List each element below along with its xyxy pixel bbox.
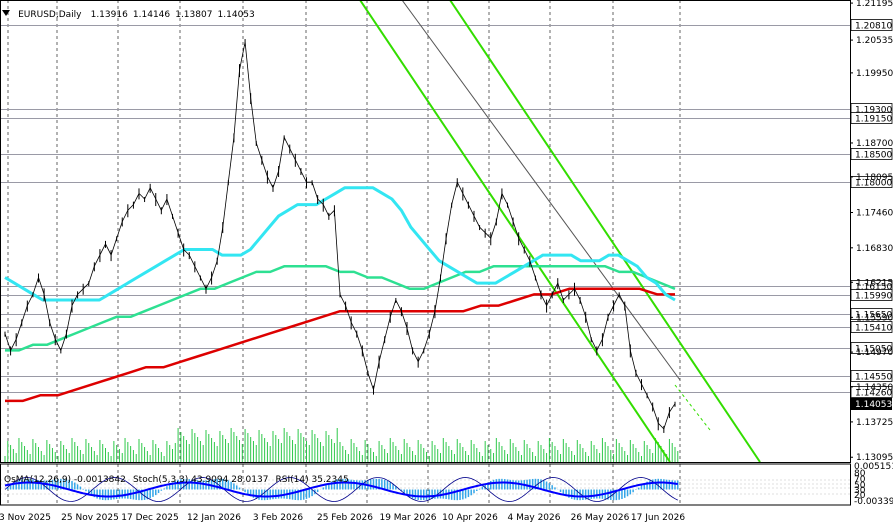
sub-y-label: 70 [854,475,866,485]
osma-label: OsMA(12,26,9) -0.0013842 [4,475,126,485]
y-tick-label: 1.13095 [856,453,893,463]
y-tick-label: 1.18700 [856,139,893,149]
y-tick-label: 1.21195 [856,0,893,9]
price-line [4,42,676,430]
header-arrow-icon [2,9,10,16]
moving-averages [4,186,676,403]
level-label: 1.15050 [855,345,892,355]
sub-y-label: 0.005151 [854,462,893,472]
level-label: 1.15410 [855,324,892,334]
level-label: 1.18000 [855,179,892,189]
level-label: 1.19300 [855,106,892,116]
y-tick-label: 1.20535 [856,36,893,46]
symbol-header: EURUSD,Daily [18,10,82,20]
level-label: 1.19150 [855,115,892,125]
current-price-box [851,398,892,410]
x-tick-label: 17 Dec 2025 [121,513,179,523]
ohlc-open: 1.13916 [90,10,128,20]
level-label: 1.14550 [855,373,892,383]
ma-green [5,265,676,352]
level-label: 1.15990 [855,292,892,302]
price-channel [359,0,761,463]
chart-header: EURUSD,Daily 1.13916 1.14146 1.13807 1.1… [2,2,255,21]
ohlc-high: 1.14146 [132,10,171,20]
sub-y-label: 80 [854,469,866,479]
x-tick-label: 10 Apr 2026 [442,513,498,523]
sub-y-label: 30 [854,486,866,496]
trend-line [401,0,681,381]
x-tick-label: 25 Feb 2026 [317,513,373,523]
level-label: 1.20810 [855,22,892,32]
y-tick-label: 1.18095 [856,173,893,183]
x-tick-label: 25 Nov 2025 [61,513,119,523]
x-tick-label: 3 Feb 2026 [253,513,304,523]
y-tick-label: 1.19950 [856,69,893,79]
stoch-label: Stoch(5,3,3) 43.9094 28.0137 [132,475,269,485]
stoch-line [4,477,678,502]
sub-y-label: 20 [854,491,866,501]
rsi-line [4,481,678,498]
channel-lower [359,0,671,463]
volume-bars [4,428,679,462]
sub-y-label: -0.00339 [854,497,893,507]
x-tick-label: 3 Nov 2025 [0,513,51,523]
sub-frame [0,463,851,506]
ohlc-close: 1.14053 [217,10,255,20]
y-tick-label: 1.17460 [856,208,893,218]
y-tick-label: 1.13725 [856,418,893,428]
y-tick-label: 1.14970 [856,348,893,358]
y-tick-label: 1.16215 [856,278,893,288]
trend-projection [674,384,711,431]
channel-upper [449,0,761,463]
level-label: 1.18500 [855,151,892,161]
indicator-header: OsMA(12,26,9) -0.0013842 Stoch(5,3,3) 43… [4,467,349,486]
y-tick-label: 1.15590 [856,313,893,323]
y-tick-label: 1.16830 [856,244,893,254]
ma-red [5,287,675,403]
main-frame [0,0,851,463]
level-label: 1.15650 [855,311,892,321]
level-label: 1.14260 [855,389,892,399]
level-label: 1.16150 [855,283,892,293]
grid [7,0,681,505]
rsi-label: RSI(14) 35.2345 [275,475,349,485]
x-tick-label: 17 Jun 2026 [631,513,685,523]
sub-y-label: 50 [854,481,866,491]
y-tick-label: 1.14350 [856,383,893,393]
x-tick-label: 26 May 2026 [571,513,630,523]
ma-cyan [4,186,676,302]
x-tick-label: 12 Jan 2026 [187,513,241,523]
current-price-label: 1.14053 [855,400,892,410]
x-tick-label: 4 May 2026 [508,513,561,523]
x-tick-label: 19 Mar 2026 [379,513,436,523]
price-bars [4,39,676,433]
ohlc-low: 1.13807 [175,10,213,20]
